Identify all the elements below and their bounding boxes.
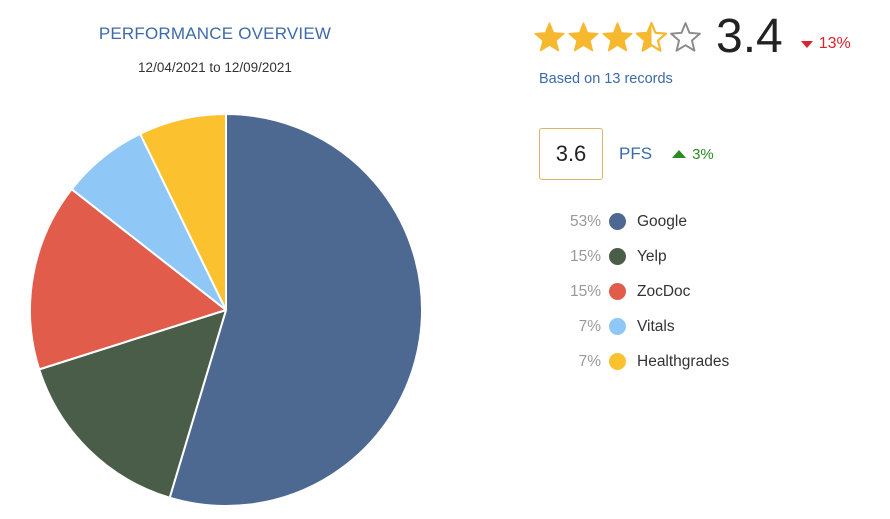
legend-item-google[interactable]: 53% Google [545,204,729,239]
legend-label: Vitals [637,317,675,335]
pfs-summary: 3.6 PFS 3% [539,128,714,180]
legend-swatch [609,353,626,370]
legend-label: Healthgrades [637,352,730,370]
legend-item-zocdoc[interactable]: 15% ZocDoc [545,274,729,309]
pfs-change-value: 3% [692,145,714,163]
legend-item-yelp[interactable]: 15% Yelp [545,239,729,274]
pie-chart [29,113,423,507]
star-rating [533,21,702,54]
legend-item-healthgrades[interactable]: 7% Healthgrades [545,344,729,379]
pie-slice-google[interactable] [168,113,423,507]
chart-legend: 53% Google 15% Yelp 15% ZocDoc 7% Vitals 7% Healt… [545,204,729,379]
legend-item-vitals[interactable]: 7% Vitals [545,309,729,344]
legend-label: Yelp [637,247,667,265]
pfs-label: PFS [619,144,653,163]
chart-title: PERFORMANCE OVERVIEW [98,24,332,43]
legend-label: Google [637,212,687,230]
rating-change-value: 13% [818,35,851,52]
records-link[interactable]: Based on 13 records [539,71,673,87]
legend-swatch [609,318,626,335]
legend-swatch [609,248,626,265]
legend-swatch [609,213,626,230]
star-full-icon [568,21,599,51]
rating-summary: 3.4 13% [533,6,851,68]
down-arrow-icon [800,40,813,48]
pie-slice-healthgrades[interactable] [139,113,227,311]
legend-percent: 53% [569,212,601,230]
star-empty-icon [670,21,701,52]
pfs-change: 3% [672,146,714,163]
legend-swatch [609,283,626,300]
star-full-icon [534,21,565,51]
rating-score: 3.4 [716,10,783,63]
legend-label: ZocDoc [637,282,691,300]
legend-percent: 7% [578,352,601,370]
rating-change: 13% [800,35,851,53]
date-range: 12/04/2021 to 12/09/2021 [138,60,292,75]
star-half-icon [635,21,668,52]
legend-percent: 7% [578,317,601,335]
legend-percent: 15% [569,247,601,265]
up-arrow-icon [672,150,687,158]
pie-slice-yelp[interactable] [38,309,227,499]
star-full-icon [602,21,633,51]
pfs-score-box: 3.6 [539,128,603,180]
legend-percent: 15% [569,282,601,300]
pie-slice-zocdoc[interactable] [29,188,227,371]
